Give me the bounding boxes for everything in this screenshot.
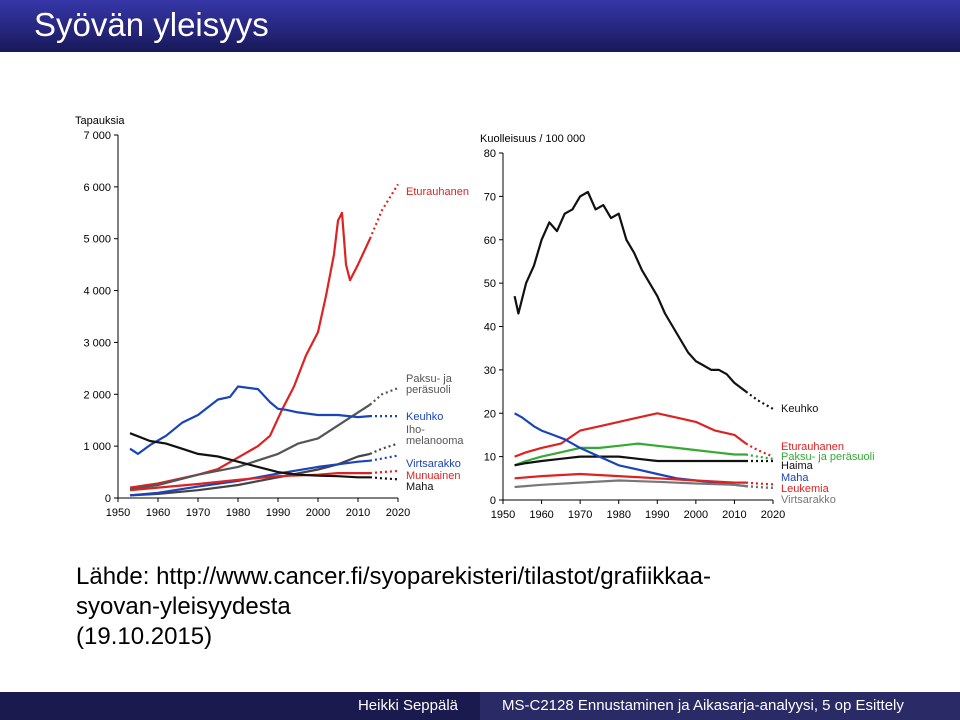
y-axis-label: Kuolleisuus / 100 000 [480,133,585,145]
y-axis-label: Tapauksia [75,115,125,127]
series-projection-line [369,387,399,406]
y-tick-label: 7 000 [83,130,111,142]
y-tick-label: 3 000 [83,337,111,349]
series-label: Paksu- ja [406,373,453,385]
series-label: Maha [781,472,809,484]
series-label: Eturauhanen [406,186,469,198]
series-line [129,432,370,479]
series-label: Munuainen [406,470,460,482]
series-line [129,211,371,489]
x-tick-label: 1950 [106,507,130,519]
y-tick-label: 70 [484,191,496,203]
footer: Heikki Seppälä MS-C2128 Ennustaminen ja … [0,692,960,720]
x-tick-label: 1980 [226,507,250,519]
series-line [129,472,370,492]
x-tick-label: 2000 [684,509,708,521]
footer-course: MS-C2128 Ennustaminen ja Aikasarja-analy… [480,692,960,720]
series-line [514,442,746,467]
x-tick-label: 2010 [346,507,370,519]
x-tick-label: 2020 [386,507,410,519]
y-tick-label: 10 [484,452,496,464]
series-projection-line [745,453,774,460]
y-tick-label: 80 [484,148,496,160]
y-tick-label: 1 000 [83,441,111,453]
series-projection-line [368,183,399,240]
series-line [129,459,371,497]
series-line [129,452,371,497]
series-label: Leukemia [781,483,830,495]
series-label: peräsuoli [406,384,451,396]
y-tick-label: 40 [484,322,496,334]
series-label: melanooma [406,435,464,447]
slide-title: Syövän yleisyys [34,6,269,43]
series-line [514,472,746,484]
series-label: Haima [781,460,814,472]
title-bar: Syövän yleisyys [0,0,960,52]
y-tick-label: 50 [484,278,496,290]
series-label: Virtsarakko [406,458,461,470]
charts-canvas: Tapauksia 0 1 000 2 000 3 000 4 000 5 000 6 000… [75,115,875,521]
x-tick-label: 1970 [186,507,210,519]
y-tick-label: 6 000 [83,182,111,194]
series-projection-line [745,481,774,486]
y-tick-label: 60 [484,235,496,247]
x-tick-label: 2020 [761,509,785,521]
source-line-3: (19.10.2015) [76,623,213,650]
series-projection-line [745,485,774,489]
series-projection-line [369,469,399,475]
y-tick-label: 30 [484,365,496,377]
series-label: Virtsarakko [781,494,836,506]
series-line [514,455,746,467]
series-line [129,385,371,455]
y-tick-label: 0 [490,495,496,507]
source-text: Lähde: http://www.cancer.fi/syoparekiste… [76,562,906,652]
series-label: Paksu- ja peräsuoli [781,451,875,463]
series-projection-line [745,442,774,458]
y-tick-label: 4 000 [83,286,111,298]
series-projection-line [369,476,399,481]
x-tick-label: 1990 [266,507,290,519]
series-line [514,479,747,489]
source-line-2: syovan-yleisyydesta [76,593,291,620]
x-tick-label: 2000 [306,507,330,519]
series-projection-line [369,454,399,462]
footer-author: Heikki Seppälä [0,692,480,720]
series-projection-line [745,485,774,489]
series-label: Keuhko [781,403,818,415]
x-tick-label: 1950 [491,509,515,521]
series-line [129,403,371,491]
x-tick-label: 2010 [722,509,746,521]
y-tick-label: 2 000 [83,389,111,401]
x-tick-label: 1960 [146,507,170,519]
source-line-1: Lähde: http://www.cancer.fi/syoparekiste… [76,563,711,590]
series-label: Iho- [406,424,425,436]
x-tick-label: 1970 [568,509,592,521]
y-tick-label: 20 [484,408,496,420]
series-line [513,190,747,393]
x-tick-label: 1990 [645,509,669,521]
y-tick-label: 0 [105,493,111,505]
series-label: Maha [406,481,434,493]
series-projection-line [745,390,774,410]
series-label: Keuhko [406,411,443,423]
series-label: Eturauhanen [781,441,844,453]
series-projection-line [369,442,399,455]
x-tick-label: 1980 [606,509,630,521]
y-tick-label: 5 000 [83,234,111,246]
x-tick-label: 1960 [529,509,553,521]
series-line [514,412,747,458]
